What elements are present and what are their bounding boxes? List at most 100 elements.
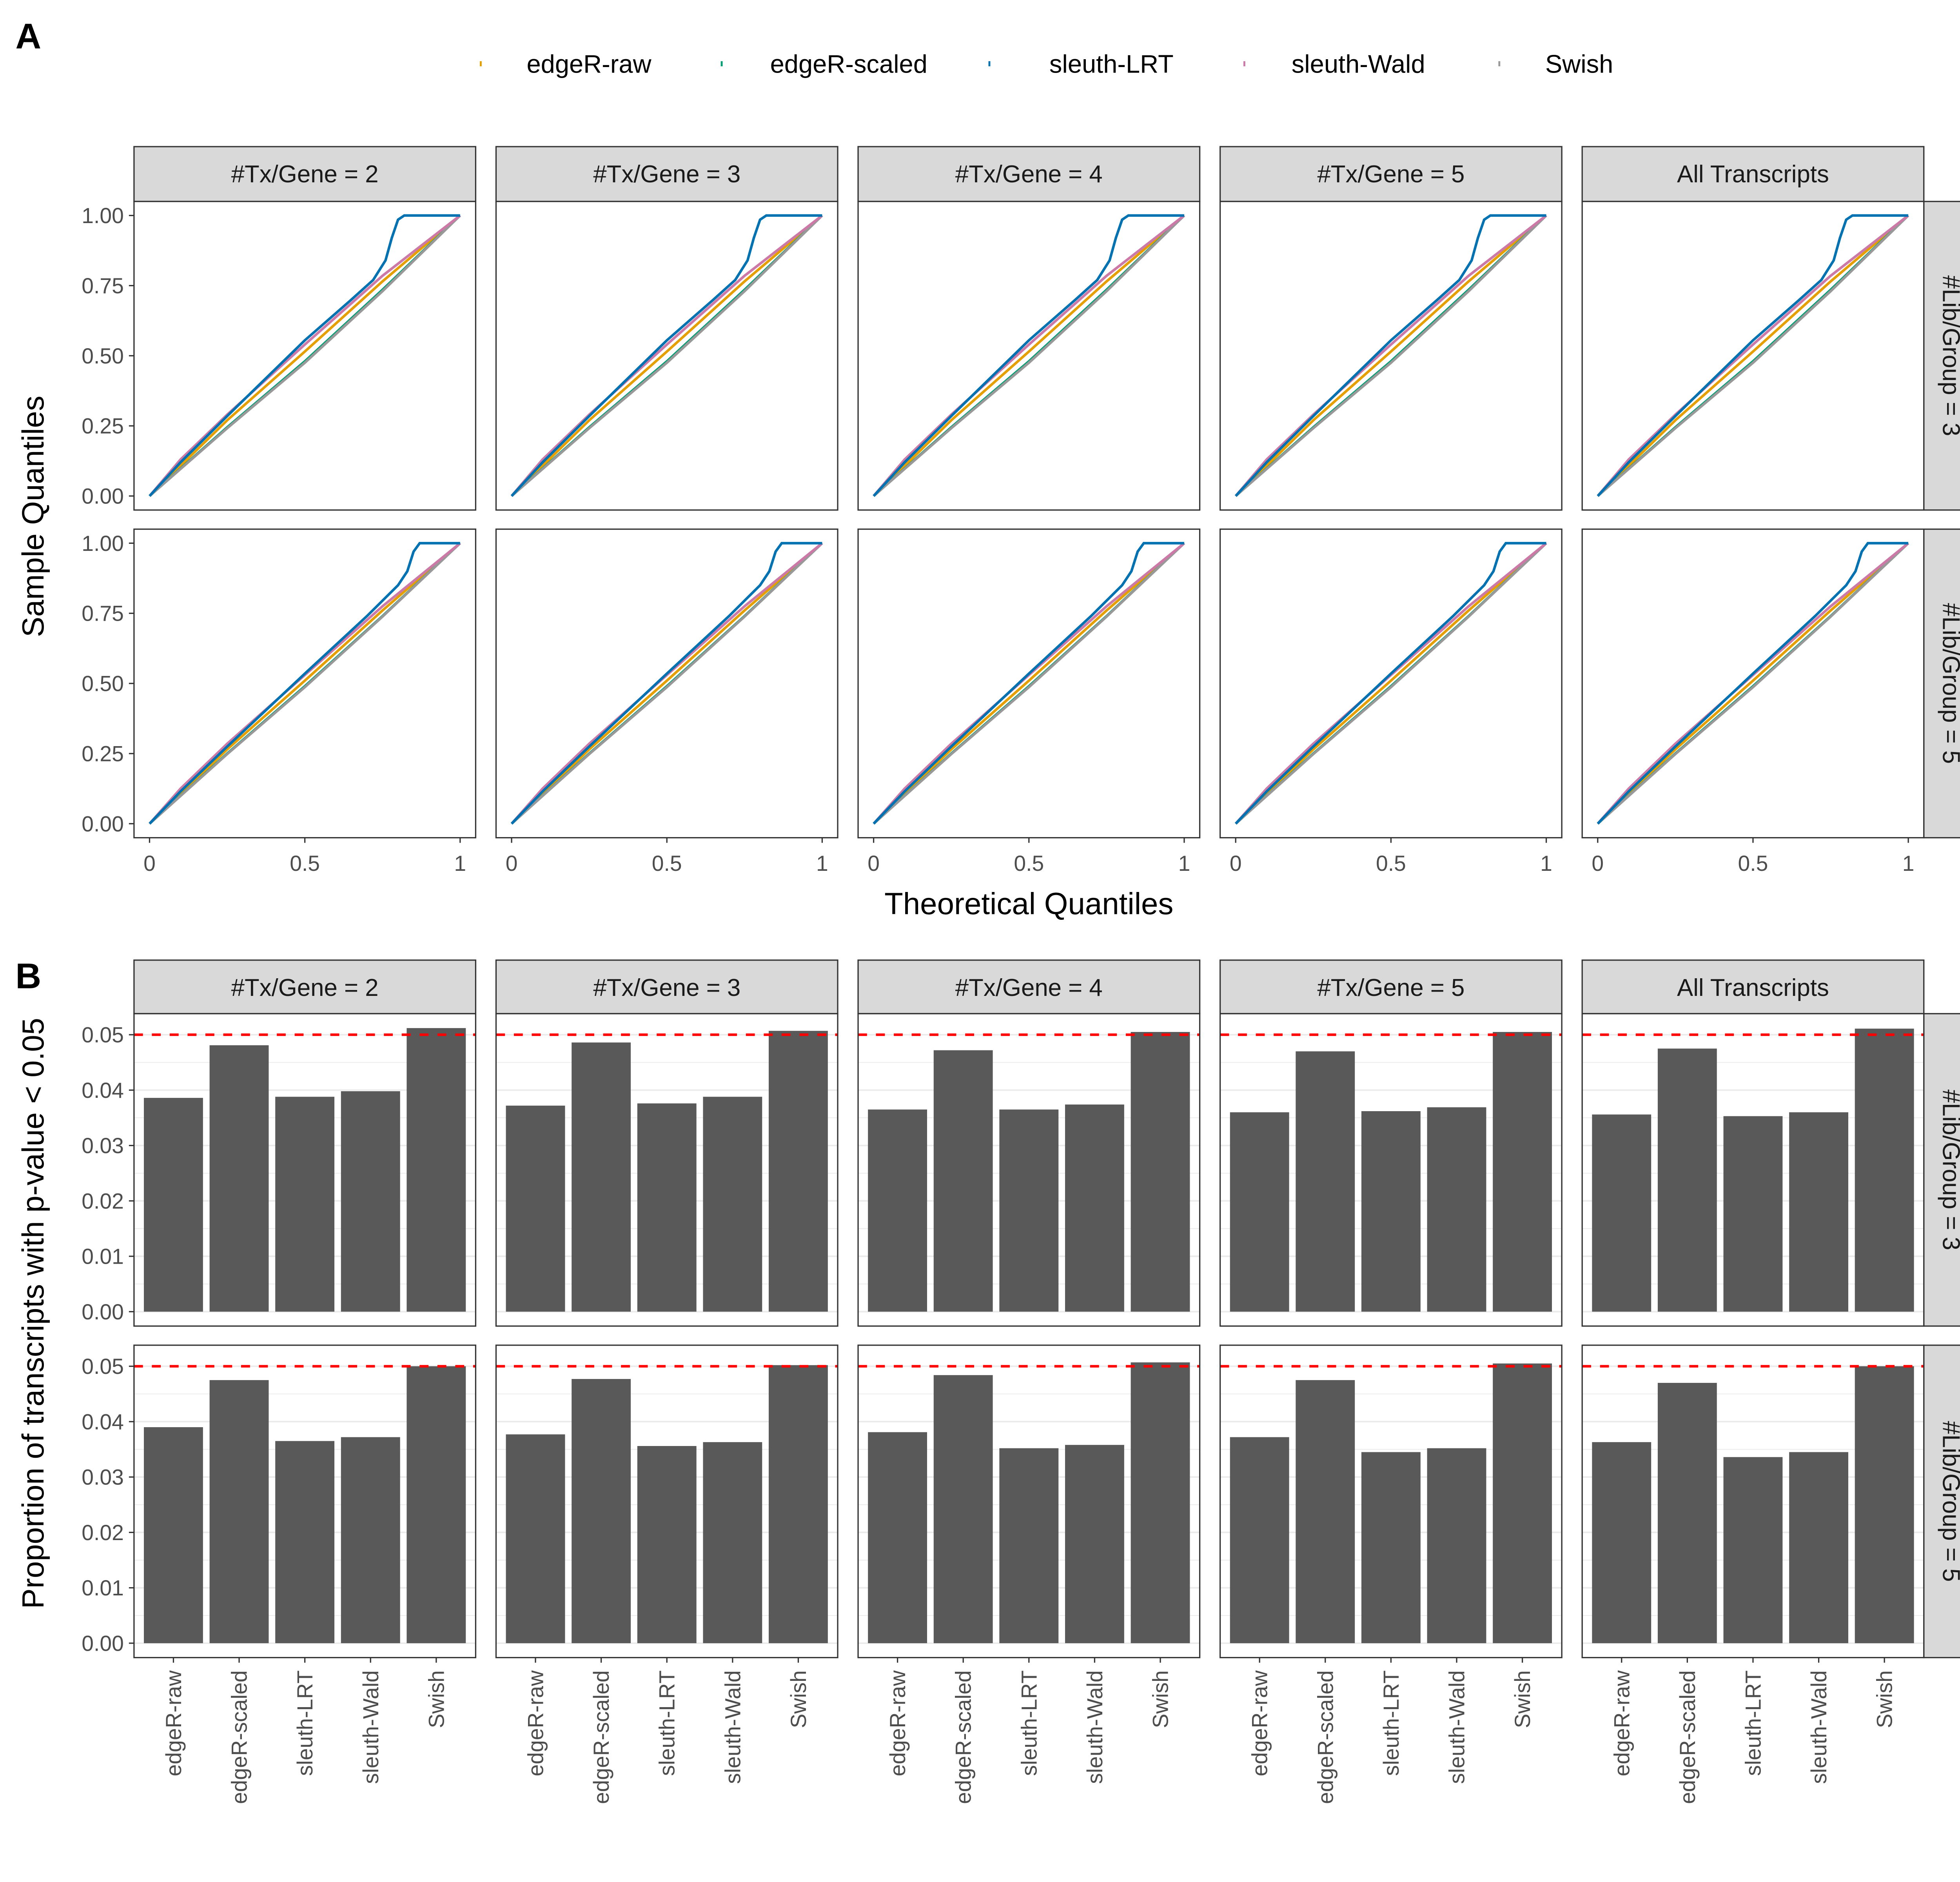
- bar-swish: [1855, 1366, 1914, 1643]
- facet-strip-label: #Tx/Gene = 2: [231, 974, 379, 1001]
- bar-sleuth-lrt: [1723, 1457, 1783, 1643]
- qq-line-sleuth-lrt: [873, 542, 1184, 825]
- x-tick-label: 0: [506, 851, 518, 876]
- bar-sleuth-wald: [1789, 1112, 1848, 1312]
- bar-edger-scaled: [1296, 1051, 1355, 1312]
- bar-swish: [769, 1365, 828, 1643]
- bar-edger-scaled: [1657, 1048, 1717, 1312]
- facet-strip-row-label: #Lib/Group = 5: [1938, 1421, 1960, 1582]
- x-tick-label: edgeR-raw: [886, 1670, 910, 1776]
- facet-strip-label: All Transcripts: [1677, 974, 1829, 1001]
- bar-sleuth-lrt: [637, 1103, 697, 1312]
- x-tick-label: 0: [867, 851, 880, 876]
- y-tick-label: 0.05: [82, 1354, 124, 1379]
- bar-edger-raw: [144, 1098, 203, 1312]
- facet-strip-column: [133, 146, 477, 202]
- bar-sleuth-wald: [341, 1437, 400, 1643]
- y-tick-label: 0.50: [82, 672, 124, 696]
- facet-strip-label: #Tx/Gene = 4: [955, 161, 1103, 188]
- x-tick-label: sleuth-LRT: [293, 1670, 317, 1776]
- y-tick-label: 0.00: [82, 1300, 124, 1324]
- y-tick-label: 0.01: [82, 1244, 124, 1269]
- bar-sleuth-lrt: [999, 1448, 1059, 1643]
- qq-line-swish: [1235, 214, 1547, 497]
- bar-sleuth-lrt: [637, 1446, 697, 1643]
- legend-label: edgeR-raw: [526, 49, 652, 78]
- y-tick-label: 0.75: [82, 274, 124, 298]
- x-tick-label: sleuth-Wald: [1807, 1670, 1831, 1784]
- qq-line-edger-raw: [510, 542, 823, 825]
- plot-panel-border: [133, 1013, 477, 1327]
- bar-edger-raw: [1592, 1442, 1651, 1643]
- x-tick-label: sleuth-LRT: [1379, 1670, 1403, 1776]
- bar-y-axis-title: Proportion of transcripts with p-value <…: [16, 1018, 50, 1609]
- qq-line-sleuth-lrt: [1234, 214, 1546, 497]
- facet-strip-column: [1581, 959, 1925, 1014]
- x-tick-label: 0.5: [290, 851, 320, 876]
- bar-sleuth-lrt: [1361, 1111, 1421, 1312]
- panel-label-a: A: [15, 17, 41, 56]
- facet-strip-row-label: #Lib/Group = 5: [1938, 603, 1960, 764]
- bar-edger-scaled: [1296, 1380, 1355, 1643]
- qq-line-sleuth-lrt: [1597, 214, 1909, 497]
- facet-strip-label: #Tx/Gene = 2: [231, 161, 379, 188]
- x-tick-label: sleuth-LRT: [655, 1670, 679, 1776]
- facet-strip-row: [1923, 528, 1960, 839]
- facet-strip-label: #Tx/Gene = 3: [593, 161, 740, 188]
- y-tick-label: 0.02: [82, 1520, 124, 1545]
- bar-swish: [1493, 1032, 1552, 1312]
- bar-sleuth-lrt: [999, 1109, 1059, 1312]
- bar-swish: [407, 1366, 466, 1643]
- qq-line-swish: [510, 214, 823, 497]
- bar-edger-scaled: [572, 1042, 631, 1312]
- qq-line-edger-raw: [149, 214, 461, 497]
- qq-x-axis-title: Theoretical Quantiles: [884, 887, 1173, 921]
- bar-sleuth-lrt: [1723, 1116, 1783, 1312]
- plot-panel-border: [1219, 1013, 1563, 1327]
- x-tick-label: edgeR-raw: [1248, 1670, 1272, 1776]
- facet-strip-label: #Tx/Gene = 5: [1317, 161, 1465, 188]
- facet-strip-column: [857, 959, 1201, 1014]
- plot-panel-border: [495, 1013, 838, 1327]
- x-tick-label: edgeR-scaled: [1675, 1670, 1700, 1804]
- facet-strip-label: #Tx/Gene = 4: [955, 974, 1103, 1001]
- qq-line-swish: [1597, 214, 1909, 497]
- bar-edger-scaled: [572, 1379, 631, 1643]
- qq-y-axis-title: Sample Quantiles: [16, 396, 50, 637]
- qq-line-swish: [510, 542, 823, 825]
- facet-strip-label: #Tx/Gene = 3: [593, 974, 740, 1001]
- x-tick-label: 0.5: [1738, 851, 1768, 876]
- y-tick-label: 0.25: [82, 741, 124, 766]
- facet-strip-column: [857, 146, 1201, 202]
- bar-edger-raw: [868, 1109, 927, 1312]
- plot-panel-border: [857, 1013, 1201, 1327]
- legend: edgeR-raw edgeR-scaled sleuth-LRT sleuth-Wa…: [479, 49, 1613, 78]
- bar-sleuth-wald: [1789, 1452, 1848, 1643]
- qq-line-swish: [873, 542, 1185, 825]
- x-tick-label: 1: [816, 851, 828, 876]
- facet-strip-column: [1219, 959, 1563, 1014]
- x-tick-label: sleuth-LRT: [1017, 1670, 1041, 1776]
- facet-strip-column: [1219, 146, 1563, 202]
- facet-strip-column: [1581, 146, 1925, 202]
- plot-panel-border: [857, 201, 1201, 511]
- x-tick-label: edgeR-raw: [1610, 1670, 1634, 1776]
- x-tick-label: 0: [1230, 851, 1242, 876]
- y-tick-label: 0.03: [82, 1134, 124, 1158]
- legend-label: sleuth-LRT: [1049, 49, 1174, 78]
- bar-edger-raw: [506, 1105, 565, 1312]
- bar-edger-raw: [144, 1427, 203, 1643]
- bar-sleuth-wald: [703, 1442, 762, 1643]
- plot-panel-border: [1581, 201, 1925, 511]
- plot-panel-border: [1219, 201, 1563, 511]
- bar-sleuth-wald: [703, 1097, 762, 1312]
- bar-swish: [1855, 1028, 1914, 1312]
- bar-edger-scaled: [933, 1050, 993, 1312]
- plot-panel-border: [495, 201, 838, 511]
- qq-line-sleuth-lrt: [1597, 542, 1909, 825]
- qq-line-edger-raw: [510, 214, 823, 497]
- bar-edger-scaled: [209, 1045, 269, 1312]
- y-tick-label: 0.02: [82, 1189, 124, 1213]
- x-tick-label: edgeR-raw: [524, 1670, 548, 1776]
- bar-sleuth-wald: [1065, 1104, 1124, 1312]
